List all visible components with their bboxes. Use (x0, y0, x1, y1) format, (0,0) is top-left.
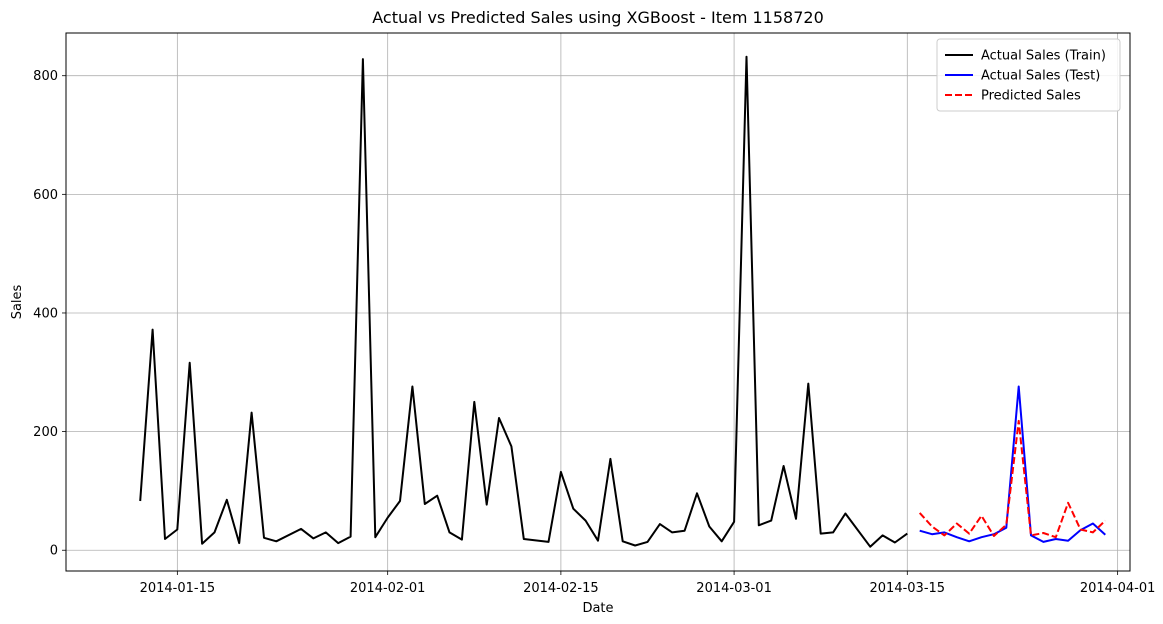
series-line-predicted-sales (918, 419, 1106, 539)
x-axis-label: Date (582, 601, 613, 616)
y-tick-label: 200 (33, 425, 58, 440)
series-lines (139, 55, 1106, 548)
x-tick-label: 2014-03-15 (870, 581, 946, 596)
series-line-actual-sales-test (919, 385, 1106, 543)
x-tick-label: 2014-02-01 (350, 581, 426, 596)
y-axis-label: Sales (10, 284, 25, 319)
legend-box (936, 38, 1121, 112)
grid (66, 33, 1130, 571)
legend: Actual Sales (Train) Actual Sales (Test) P… (936, 38, 1121, 112)
y-axis: 0 200 400 600 800 (33, 69, 66, 559)
plot-area-frame (65, 32, 1131, 572)
y-tick-label: 400 (33, 306, 58, 321)
chart-title: Actual vs Predicted Sales using XGBoost … (372, 8, 824, 27)
y-tick-label: 0 (50, 544, 58, 559)
legend-label: Actual Sales (Test) (981, 69, 1100, 84)
y-tick-label: 600 (33, 188, 58, 203)
x-tick-label: 2014-01-15 (140, 581, 216, 596)
legend-label: Actual Sales (Train) (981, 49, 1106, 64)
x-tick-label: 2014-03-01 (696, 581, 772, 596)
x-axis: 2014-01-15 2014-02-01 2014-02-15 2014-03-01… (140, 571, 1156, 596)
y-tick-label: 800 (33, 69, 58, 84)
series-line-actual-sales-train (139, 55, 908, 548)
legend-label: Predicted Sales (981, 89, 1081, 104)
x-tick-label: 2014-02-15 (523, 581, 599, 596)
x-tick-label: 2014-04-01 (1080, 581, 1156, 596)
